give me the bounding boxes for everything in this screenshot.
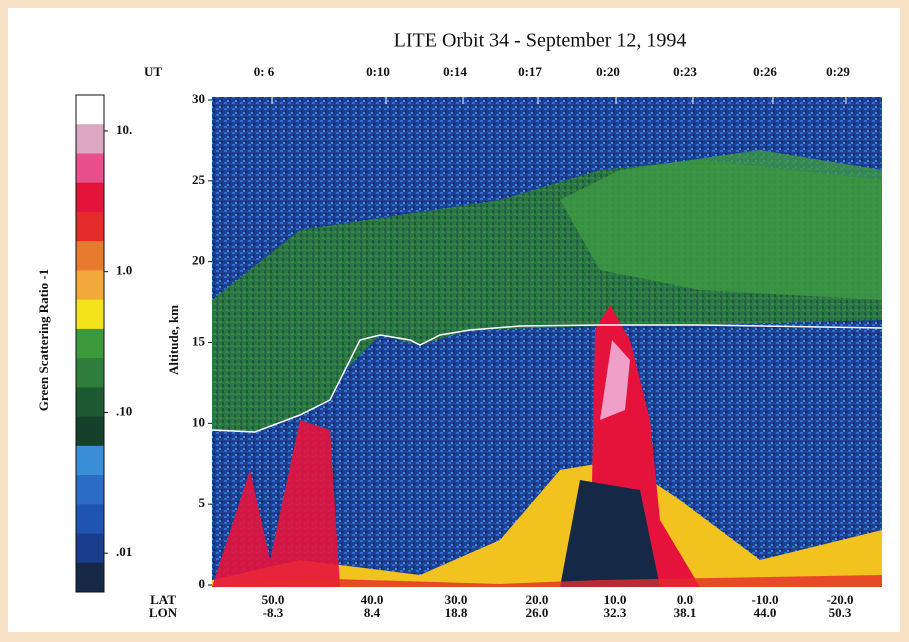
colorbar-swatch — [76, 475, 104, 505]
lon-label: 18.8 — [445, 605, 468, 620]
bottom-axis-label: LON — [149, 605, 178, 620]
colorbar-swatch — [76, 182, 104, 213]
lon-label: 26.0 — [526, 605, 549, 620]
lon-label: 32.3 — [604, 605, 627, 620]
y-tick-label: 30 — [192, 91, 205, 106]
y-tick-label: 10 — [192, 414, 205, 429]
backscatter-image — [211, 97, 883, 587]
y-tick-label: 0 — [199, 576, 206, 591]
top-tick-label: 0:29 — [826, 64, 850, 79]
chart-title: LITE Orbit 34 - September 12, 1994 — [394, 30, 687, 52]
y-tick-label: 25 — [192, 172, 206, 187]
lat-label: 0.0 — [677, 592, 693, 607]
lat-label: 40.0 — [361, 592, 384, 607]
top-tick-label: 0: 6 — [254, 64, 275, 79]
lat-label: 50.0 — [262, 592, 285, 607]
lat-label: -10.0 — [751, 592, 778, 607]
colorbar-swatch — [76, 416, 104, 447]
colorbar-swatch — [76, 358, 104, 388]
top-tick-label: 0:17 — [518, 64, 542, 79]
colorbar-frame — [75, 94, 105, 593]
colorbar-label: Green Scattering Ratio -1 — [36, 269, 51, 411]
lat-label: -20.0 — [826, 592, 853, 607]
colorbar-swatch — [76, 445, 104, 476]
colorbar-swatch — [76, 387, 104, 418]
top-tick-label: 0:26 — [753, 64, 777, 79]
lon-label: 50.3 — [829, 605, 852, 620]
colorbar-tick-label: .10 — [116, 403, 132, 418]
top-tick-label: 0:23 — [673, 64, 697, 79]
y-tick-label: 20 — [192, 253, 205, 268]
colorbar-tick-label: 1.0 — [116, 263, 132, 278]
colorbar-tick-label: 10. — [116, 122, 132, 137]
top-axis-label: UT — [144, 64, 162, 79]
colorbar-swatch — [76, 328, 104, 359]
colorbar-swatch — [76, 562, 104, 593]
colorbar-swatch — [76, 211, 104, 242]
lon-label: 38.1 — [674, 605, 697, 620]
bottom-axis-label: LAT — [150, 592, 176, 607]
colorbar-swatch — [76, 299, 104, 330]
y-tick-label: 5 — [199, 495, 206, 510]
lat-label: 30.0 — [445, 592, 468, 607]
colorbar-swatch — [76, 504, 104, 535]
colorbar-swatch — [76, 153, 104, 184]
colorbar-swatch — [76, 241, 104, 271]
y-axis-label: Altitude, km — [166, 305, 181, 375]
top-tick-label: 0:14 — [443, 64, 467, 79]
top-tick-label: 0:10 — [366, 64, 390, 79]
colorbar-swatch — [76, 533, 104, 564]
lon-label: 8.4 — [364, 605, 381, 620]
colorbar-swatch — [76, 95, 104, 125]
lat-label: 20.0 — [526, 592, 549, 607]
colorbar-tick-label: .01 — [116, 544, 132, 559]
colorbar-swatch — [76, 124, 104, 154]
colorbar-swatch — [76, 270, 104, 301]
top-tick-label: 0:20 — [596, 64, 620, 79]
lat-label: 10.0 — [604, 592, 627, 607]
lon-label: -8.3 — [263, 605, 284, 620]
y-tick-label: 15 — [192, 333, 206, 348]
lon-label: 44.0 — [754, 605, 777, 620]
